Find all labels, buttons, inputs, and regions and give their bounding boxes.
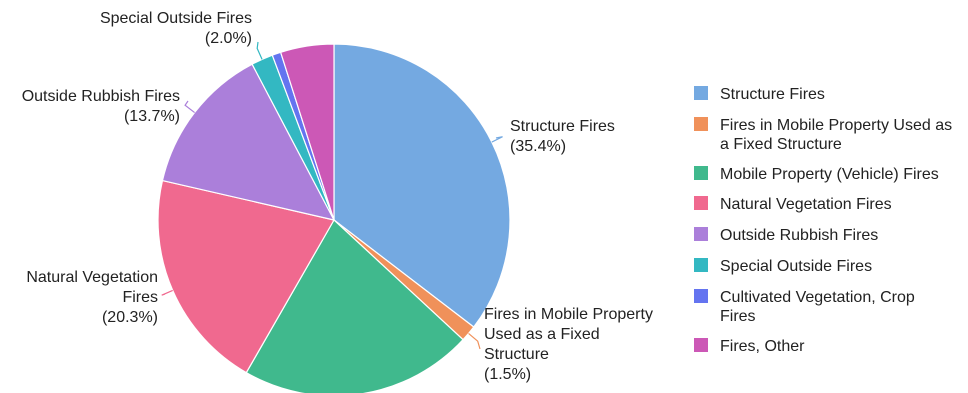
pie-slice-fires-other <box>279 43 335 221</box>
legend-item-outside-rubbish-fires: Outside Rubbish Fires <box>694 227 878 244</box>
legend-item-fires-other: Fires, Other <box>694 338 805 355</box>
legend-swatch <box>694 338 708 352</box>
leader-line-natural-vegetation-fires <box>161 289 173 296</box>
legend-swatch <box>694 117 708 131</box>
legend-label: Fires, Other <box>720 338 805 355</box>
slice-label-special-outside-fires: Special Outside Fires (2.0%) <box>100 10 252 47</box>
pie-slices <box>157 43 511 393</box>
legend-label: Cultivated Vegetation, Crop Fires <box>720 289 915 325</box>
slice-label-structure-fires: Structure Fires (35.4%) <box>510 118 615 155</box>
leader-line-structure-fires <box>491 136 503 143</box>
legend-item-cultivated-vegetation-crop-fires: Cultivated Vegetation, Crop Fires <box>694 289 915 325</box>
legend-item-structure-fires: Structure Fires <box>694 86 825 103</box>
legend-item-mobile-property-vehicle-fires: Mobile Property (Vehicle) Fires <box>694 166 939 183</box>
legend-item-natural-vegetation-fires: Natural Vegetation Fires <box>694 196 892 213</box>
legend-label: Special Outside Fires <box>720 258 872 275</box>
legend-item-fires-in-mobile-property-used-as-a-fixed-structure: Fires in Mobile Property Used as a Fixed … <box>694 117 952 153</box>
legend-swatch <box>694 86 708 100</box>
slice-labels: Structure Fires (35.4%) Fires in Mobile Pr… <box>22 10 653 383</box>
legend-swatch <box>694 166 708 180</box>
leader-line-outside-rubbish-fires <box>184 100 195 114</box>
legend-label: Mobile Property (Vehicle) Fires <box>720 166 939 183</box>
slice-label-outside-rubbish-fires: Outside Rubbish Fires (13.7%) <box>22 88 180 125</box>
legend: Structure Fires Fires in Mobile Property … <box>694 86 952 355</box>
pie-slice-structure-fires <box>333 43 511 328</box>
pie-slice-mobile-property-vehicle-fires <box>245 219 464 393</box>
legend-swatch <box>694 196 708 210</box>
leader-line-special-outside-fires <box>256 41 263 60</box>
legend-item-special-outside-fires: Special Outside Fires <box>694 258 872 275</box>
legend-swatch <box>694 227 708 241</box>
legend-label: Outside Rubbish Fires <box>720 227 878 244</box>
legend-swatch <box>694 289 708 303</box>
slice-label-natural-vegetation-fires: Natural Vegetation Fires (20.3%) <box>26 269 158 326</box>
legend-label: Natural Vegetation Fires <box>720 196 892 213</box>
leader-line-fires-in-mobile-property-used-as-a-fixed-structure <box>468 333 481 350</box>
pie-slice-natural-vegetation-fires <box>157 179 335 374</box>
legend-label: Fires in Mobile Property Used as a Fixed … <box>720 117 952 153</box>
legend-label: Structure Fires <box>720 86 825 103</box>
slice-label-fires-in-mobile-property-used-as-a-fixed-structure: Fires in Mobile Property Used as a Fixed S… <box>484 306 653 383</box>
legend-swatch <box>694 258 708 272</box>
